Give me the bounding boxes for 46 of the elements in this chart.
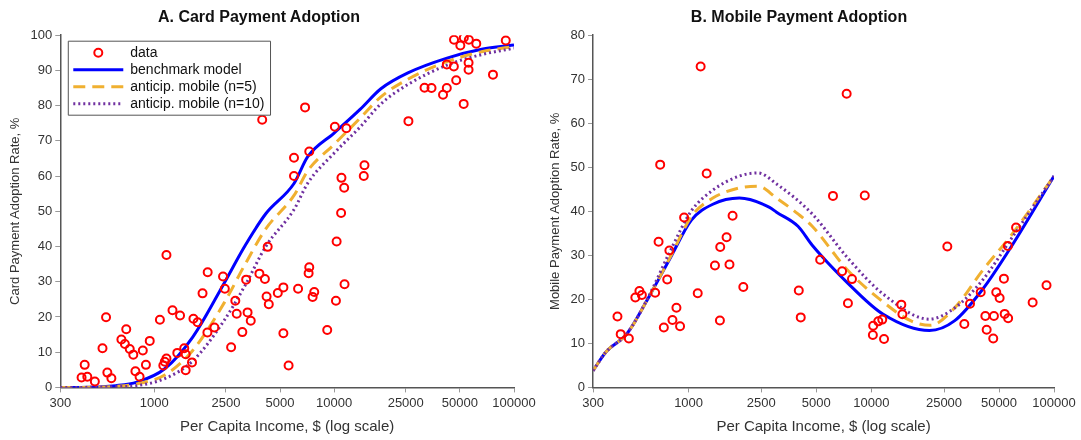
y-axis-title: Mobile Payment Adoption Rate, % xyxy=(547,112,563,310)
y-tick-label: 100 xyxy=(30,26,53,42)
legend-label: data xyxy=(130,43,158,60)
y-tick-label: 50 xyxy=(37,202,53,218)
y-tick-label: 0 xyxy=(577,378,586,394)
x-tick-label: 300 xyxy=(582,394,604,410)
y-tick-label: 70 xyxy=(37,132,53,148)
y-tick-label: 60 xyxy=(570,114,586,130)
x-tick-label: 10000 xyxy=(316,394,353,410)
x-tick-label: 5000 xyxy=(801,394,831,410)
y-tick-label: 10 xyxy=(570,334,586,350)
legend-label: anticip. mobile (n=10) xyxy=(130,94,265,111)
y-tick-label: 70 xyxy=(570,70,586,86)
y-axis-title: Card Payment Adoption Rate, % xyxy=(7,117,23,305)
chart-title: A. Card Payment Adoption xyxy=(157,8,361,26)
x-tick-label: 100000 xyxy=(1032,394,1076,410)
y-tick-label: 50 xyxy=(570,158,586,174)
x-tick-label: 50000 xyxy=(441,394,478,410)
x-tick-label: 50000 xyxy=(980,394,1018,410)
x-tick-label: 25000 xyxy=(387,394,424,410)
y-tick-label: 60 xyxy=(37,167,53,183)
y-tick-label: 20 xyxy=(570,290,586,306)
x-tick-label: 5000 xyxy=(265,394,295,410)
y-tick-label: 40 xyxy=(37,238,53,254)
x-tick-label: 1000 xyxy=(139,394,169,410)
x-tick-label: 10000 xyxy=(853,394,890,410)
x-tick-label: 1000 xyxy=(674,394,704,410)
x-tick-label: 2500 xyxy=(211,394,241,410)
legend-label: benchmark model xyxy=(130,60,242,77)
x-axis-title: Per Capita Income, $ (log scale) xyxy=(716,417,931,435)
x-tick-label: 100000 xyxy=(492,394,536,410)
y-tick-label: 90 xyxy=(37,62,53,77)
y-tick-label: 40 xyxy=(570,202,586,218)
y-tick-label: 10 xyxy=(37,343,53,359)
y-tick-label: 30 xyxy=(570,246,586,262)
y-tick-label: 0 xyxy=(45,378,53,394)
y-tick-label: 80 xyxy=(570,26,586,42)
y-tick-label: 20 xyxy=(37,308,53,324)
legend-label: anticip. mobile (n=5) xyxy=(130,77,257,94)
x-tick-label: 2500 xyxy=(746,394,776,410)
x-tick-label: 300 xyxy=(49,394,72,410)
y-tick-label: 30 xyxy=(37,273,53,289)
x-tick-label: 25000 xyxy=(925,394,963,410)
x-axis-title: Per Capita Income, $ (log scale) xyxy=(180,417,395,435)
chart-title: B. Mobile Payment Adoption xyxy=(690,8,908,26)
y-tick-label: 80 xyxy=(37,97,53,113)
